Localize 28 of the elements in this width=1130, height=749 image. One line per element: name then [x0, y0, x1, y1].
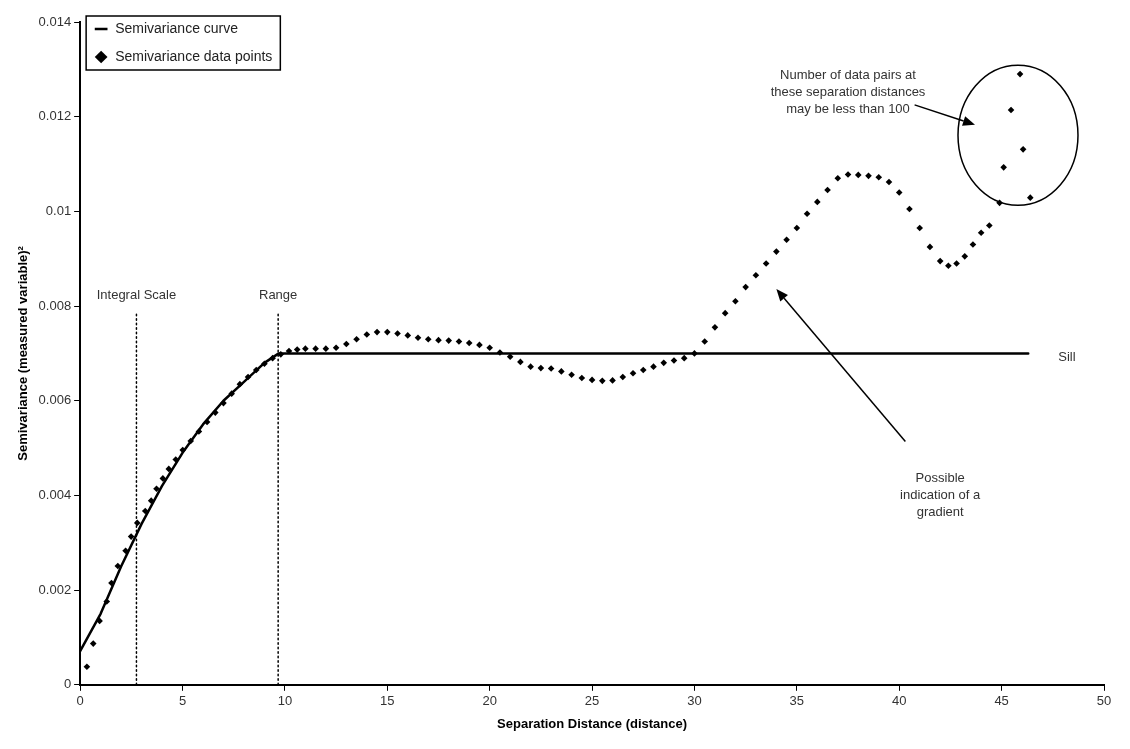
y-tick-label: 0.014	[38, 13, 72, 29]
y-tick-label: 0.008	[38, 297, 72, 313]
x-tick-label: 5	[178, 693, 187, 709]
ref-line-label: Range	[258, 286, 298, 302]
x-tick-label: 30	[687, 693, 702, 709]
annotation: Possible indication of a gradient	[900, 469, 982, 519]
x-tick-label: 40	[891, 693, 907, 709]
x-tick-label: 45	[994, 693, 1009, 709]
x-tick-label: 35	[789, 693, 805, 709]
annotation: Sill	[1058, 348, 1076, 364]
y-tick-label: 0.012	[38, 108, 72, 124]
x-tick-label: 50	[1096, 693, 1112, 709]
legend-label: Semivariance curve	[115, 19, 239, 36]
x-tick-label: 25	[584, 693, 600, 709]
x-axis-title: Separation Distance (distance)	[497, 715, 688, 731]
legend-label: Semivariance data points	[115, 47, 273, 64]
x-tick-label: 0	[76, 693, 84, 709]
annotation: Number of data pairs at these separation distances may be less than 100	[770, 67, 926, 117]
x-tick-label: 10	[277, 693, 293, 709]
y-axis-title: Semivariance (measured variable)²	[15, 245, 31, 461]
y-tick-label: 0.006	[38, 392, 72, 408]
y-tick-label: 0.01	[45, 202, 72, 218]
x-tick-label: 15	[380, 693, 395, 709]
y-tick-label: 0.004	[38, 487, 72, 503]
x-tick-label: 20	[482, 693, 497, 709]
ref-line-label: Integral Scale	[96, 286, 177, 302]
y-tick-label: 0.002	[38, 581, 72, 597]
y-tick-label: 0	[63, 676, 72, 692]
